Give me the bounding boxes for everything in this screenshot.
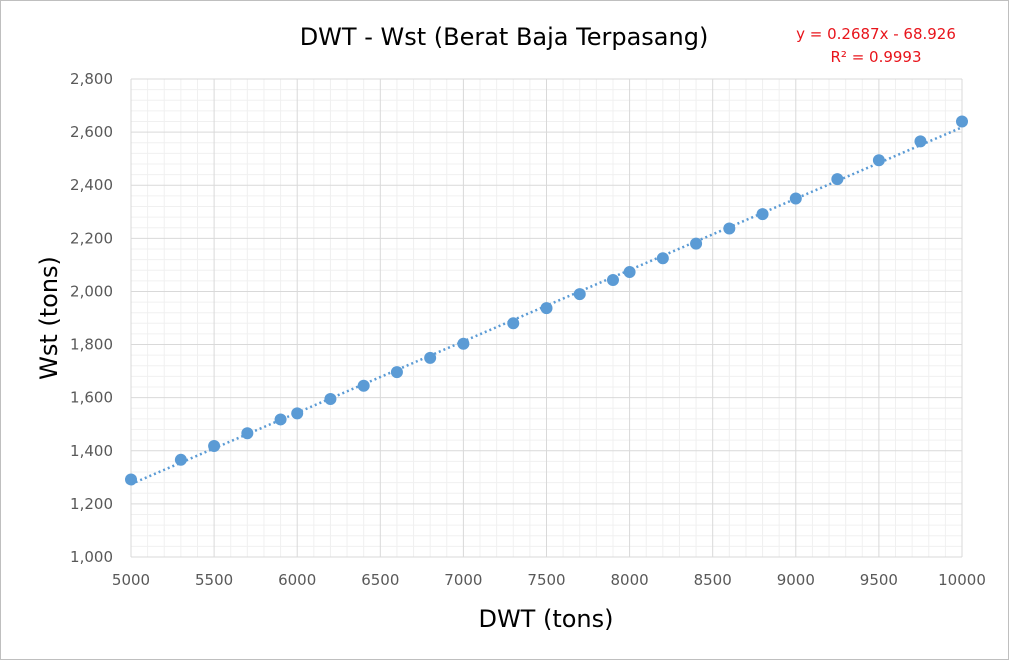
y-tick-label: 2,800 bbox=[70, 70, 113, 88]
data-point bbox=[507, 317, 520, 330]
data-point bbox=[723, 222, 736, 235]
data-point bbox=[208, 439, 221, 452]
tick-labels-layer: 5000 5500 6000 6500 7000 7500 8000 8500 9000 9500… bbox=[70, 70, 986, 589]
y-tick-label: 2,400 bbox=[70, 176, 113, 194]
data-point bbox=[324, 392, 337, 405]
x-tick-label: 8500 bbox=[694, 571, 732, 589]
x-tick-label: 7500 bbox=[527, 571, 565, 589]
trendline bbox=[130, 126, 963, 486]
x-tick-label: 7000 bbox=[444, 571, 482, 589]
y-tick-label: 2,000 bbox=[70, 282, 113, 300]
x-tick-label: 5000 bbox=[112, 571, 150, 589]
data-point bbox=[457, 337, 470, 350]
x-tick-label: 5500 bbox=[195, 571, 233, 589]
data-point bbox=[291, 407, 304, 420]
x-tick-label: 10000 bbox=[938, 571, 986, 589]
data-point bbox=[540, 302, 553, 315]
data-point bbox=[125, 473, 137, 486]
data-point bbox=[174, 453, 187, 466]
x-tick-label: 6000 bbox=[278, 571, 316, 589]
x-tick-label: 9500 bbox=[860, 571, 898, 589]
data-point bbox=[241, 427, 254, 440]
data-point bbox=[656, 252, 669, 265]
x-axis-title: DWT (tons) bbox=[478, 605, 613, 633]
data-point bbox=[914, 135, 927, 148]
data-point bbox=[756, 208, 769, 221]
data-point bbox=[789, 192, 802, 205]
data-point bbox=[606, 274, 619, 287]
y-tick-label: 1,800 bbox=[70, 336, 113, 354]
trendline-equation: y = 0.2687x - 68.926 bbox=[796, 25, 956, 43]
trendline-r-squared: R² = 0.9993 bbox=[830, 48, 921, 66]
y-tick-label: 1,200 bbox=[70, 495, 113, 513]
data-point bbox=[623, 266, 636, 279]
data-point bbox=[831, 173, 844, 186]
x-tick-label: 6500 bbox=[361, 571, 399, 589]
data-point bbox=[690, 237, 703, 250]
data-point bbox=[424, 351, 437, 364]
y-tick-label: 2,200 bbox=[70, 229, 113, 247]
y-tick-label: 1,600 bbox=[70, 389, 113, 407]
data-points-layer bbox=[125, 115, 968, 486]
y-tick-label: 1,000 bbox=[70, 548, 113, 566]
data-point bbox=[956, 115, 968, 128]
data-point bbox=[872, 154, 885, 167]
grid-layer bbox=[130, 78, 963, 558]
trendline-layer bbox=[130, 126, 963, 486]
data-point bbox=[274, 413, 287, 426]
chart-title: DWT - Wst (Berat Baja Terpasang) bbox=[300, 23, 709, 51]
data-point bbox=[357, 379, 370, 392]
y-axis-title: Wst (tons) bbox=[35, 256, 63, 380]
y-tick-label: 1,400 bbox=[70, 442, 113, 460]
data-point bbox=[573, 288, 586, 301]
data-point bbox=[390, 366, 403, 379]
y-tick-label: 2,600 bbox=[70, 123, 113, 141]
x-tick-label: 9000 bbox=[777, 571, 815, 589]
x-tick-label: 8000 bbox=[611, 571, 649, 589]
